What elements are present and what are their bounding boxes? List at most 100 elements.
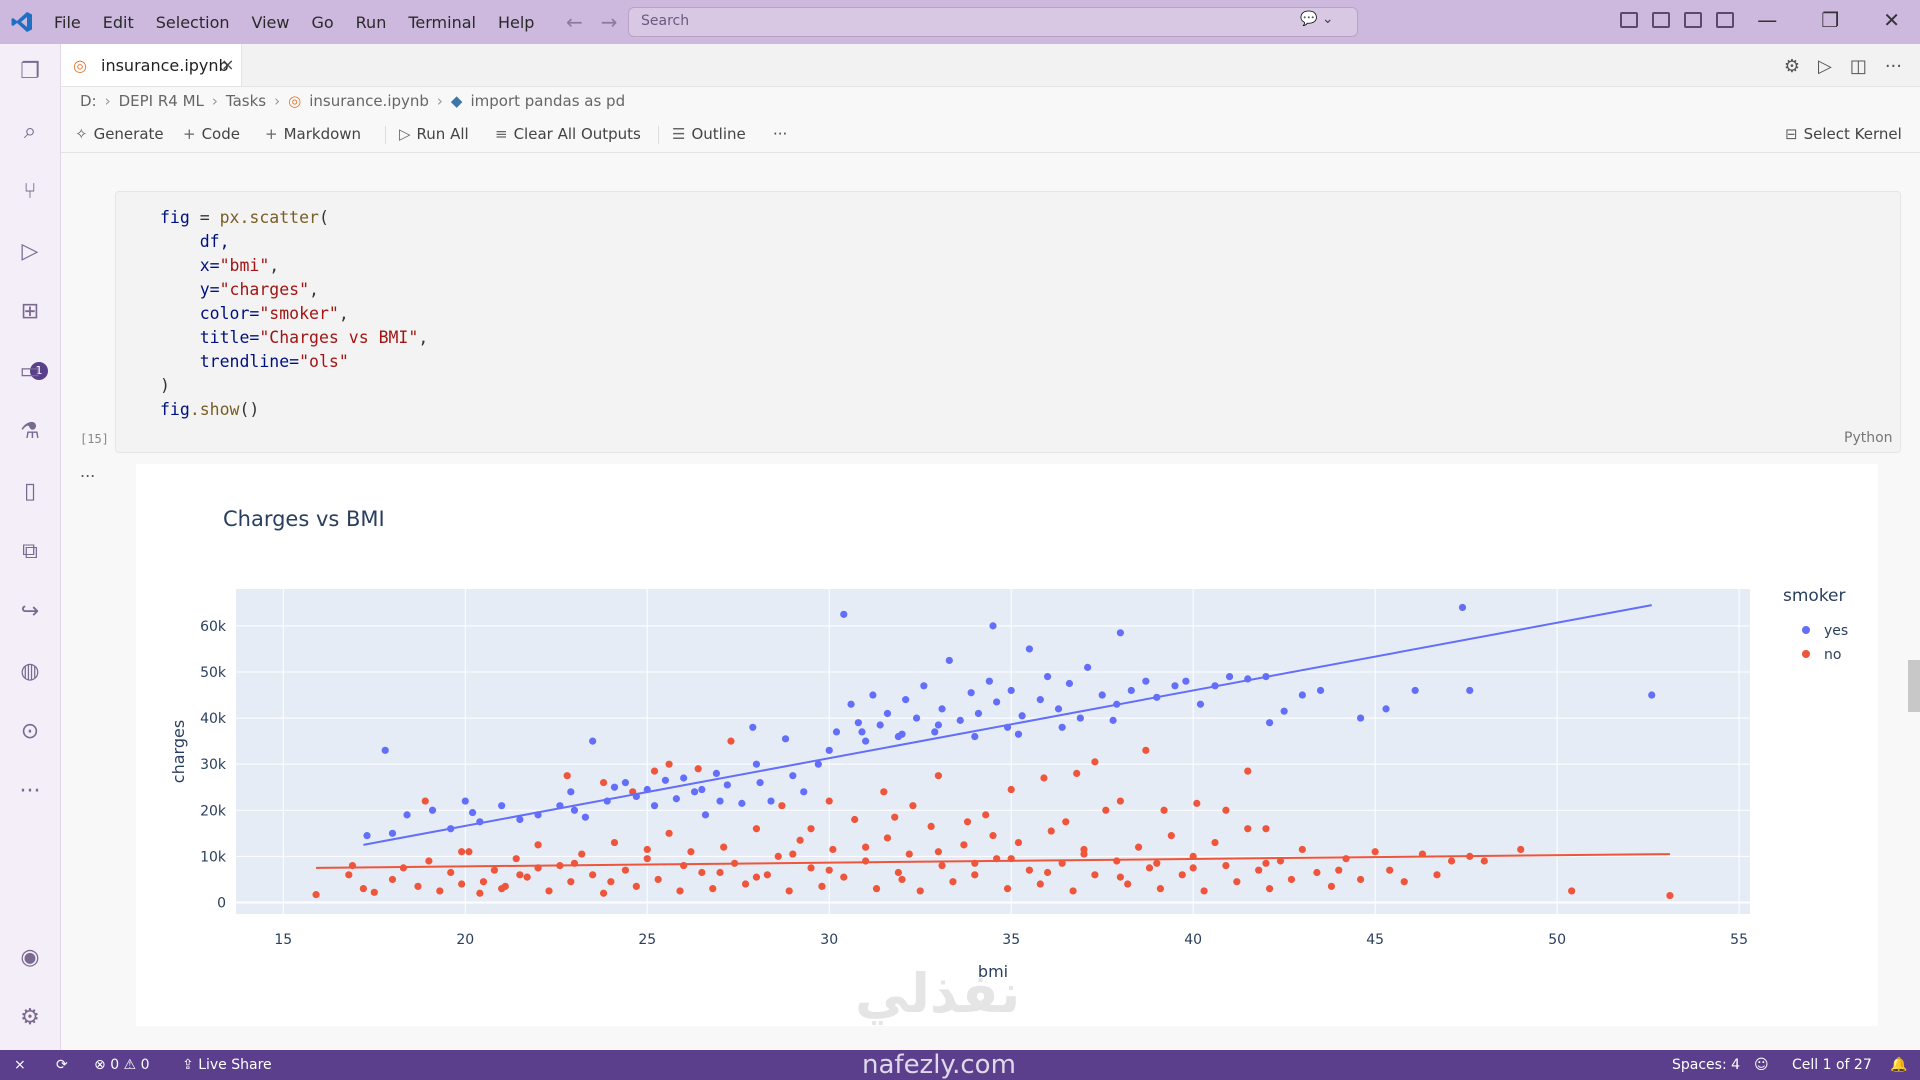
data-point-no[interactable] bbox=[1287, 875, 1296, 884]
menu-terminal[interactable]: Terminal bbox=[408, 12, 476, 32]
restore-icon[interactable]: ❐ bbox=[1821, 8, 1840, 32]
data-point-no[interactable] bbox=[359, 885, 367, 893]
data-point-no[interactable] bbox=[960, 841, 968, 849]
data-point-no[interactable] bbox=[589, 871, 597, 879]
data-point-no[interactable] bbox=[1091, 758, 1099, 766]
data-point-no[interactable] bbox=[741, 880, 750, 888]
data-point-yes[interactable] bbox=[1466, 686, 1474, 695]
back-arrow-icon[interactable]: ← bbox=[566, 10, 583, 34]
data-point-yes[interactable] bbox=[516, 815, 524, 824]
data-point-yes[interactable] bbox=[716, 797, 724, 805]
data-point-yes[interactable] bbox=[1356, 714, 1365, 722]
data-point-no[interactable] bbox=[498, 885, 506, 893]
sync-icon[interactable]: ⟳ bbox=[56, 1057, 68, 1073]
data-point-no[interactable] bbox=[465, 848, 473, 856]
toggle-primary-sidebar-icon[interactable] bbox=[1652, 12, 1670, 28]
data-point-yes[interactable] bbox=[1298, 691, 1306, 699]
data-point-yes[interactable] bbox=[854, 719, 862, 727]
data-point-yes[interactable] bbox=[756, 779, 764, 787]
command-center-search[interactable]: Search bbox=[628, 7, 1358, 37]
add-markdown-button[interactable]: + Markdown bbox=[265, 125, 362, 143]
settings-gear-icon[interactable]: ⚙ bbox=[20, 1005, 40, 1030]
data-point-yes[interactable] bbox=[1171, 682, 1179, 690]
data-point-no[interactable] bbox=[1142, 746, 1150, 754]
data-point-no[interactable] bbox=[1080, 850, 1088, 858]
breadcrumb-file[interactable]: insurance.ipynb bbox=[309, 92, 429, 110]
data-point-no[interactable] bbox=[1244, 825, 1252, 833]
data-point-yes[interactable] bbox=[814, 760, 822, 768]
data-point-no[interactable] bbox=[632, 882, 640, 890]
data-point-no[interactable] bbox=[1400, 878, 1408, 886]
data-point-no[interactable] bbox=[1124, 880, 1132, 888]
data-point-no[interactable] bbox=[680, 861, 688, 870]
data-point-no[interactable] bbox=[1433, 871, 1441, 879]
data-point-no[interactable] bbox=[567, 878, 575, 886]
data-point-no[interactable] bbox=[687, 848, 695, 856]
data-point-no[interactable] bbox=[421, 797, 429, 805]
data-point-yes[interactable] bbox=[1025, 645, 1033, 653]
data-point-yes[interactable] bbox=[862, 737, 870, 745]
data-point-no[interactable] bbox=[785, 887, 793, 895]
data-point-no[interactable] bbox=[807, 825, 815, 833]
data-point-no[interactable] bbox=[752, 873, 761, 881]
code-cell[interactable]: fig = px.scatter( df, x="bmi", y="charge… bbox=[115, 191, 1901, 453]
data-point-no[interactable] bbox=[898, 875, 906, 884]
data-point-yes[interactable] bbox=[920, 682, 928, 690]
data-point-no[interactable] bbox=[1480, 857, 1488, 865]
more-views-icon[interactable]: ··· bbox=[19, 779, 41, 804]
data-point-no[interactable] bbox=[1145, 864, 1154, 872]
data-point-no[interactable] bbox=[479, 878, 488, 886]
data-point-no[interactable] bbox=[578, 850, 586, 858]
data-point-yes[interactable] bbox=[876, 721, 884, 729]
data-point-no[interactable] bbox=[665, 760, 673, 768]
data-point-no[interactable] bbox=[1244, 767, 1252, 775]
live-share-status[interactable]: ⇪ Live Share bbox=[182, 1057, 272, 1073]
data-point-no[interactable] bbox=[1178, 871, 1186, 879]
data-point-no[interactable] bbox=[1265, 885, 1274, 893]
data-point-yes[interactable] bbox=[712, 769, 721, 777]
data-point-no[interactable] bbox=[1160, 806, 1168, 814]
menu-selection[interactable]: Selection bbox=[155, 12, 230, 32]
cell-language[interactable]: Python bbox=[1844, 430, 1893, 446]
add-code-button[interactable]: + Code bbox=[183, 125, 240, 143]
data-point-yes[interactable] bbox=[589, 737, 597, 745]
data-point-yes[interactable] bbox=[956, 716, 964, 724]
data-point-no[interactable] bbox=[516, 871, 524, 879]
toggle-panel-icon[interactable] bbox=[1684, 12, 1702, 28]
forward-arrow-icon[interactable]: → bbox=[600, 10, 618, 34]
data-point-no[interactable] bbox=[825, 866, 833, 874]
data-point-yes[interactable] bbox=[989, 622, 997, 630]
data-point-yes[interactable] bbox=[1648, 691, 1656, 699]
data-point-no[interactable] bbox=[934, 848, 943, 856]
data-point-yes[interactable] bbox=[428, 806, 437, 814]
data-point-no[interactable] bbox=[512, 855, 520, 863]
data-point-no[interactable] bbox=[763, 871, 771, 879]
data-point-yes[interactable] bbox=[789, 772, 797, 780]
data-point-yes[interactable] bbox=[1018, 712, 1026, 720]
data-point-no[interactable] bbox=[1211, 838, 1219, 847]
git-graph-icon[interactable]: ⊙ bbox=[20, 719, 40, 744]
data-point-no[interactable] bbox=[425, 857, 433, 865]
data-point-no[interactable] bbox=[1091, 871, 1099, 879]
data-point-no[interactable] bbox=[720, 843, 728, 851]
data-point-yes[interactable] bbox=[581, 813, 589, 821]
breadcrumb-cell[interactable]: import pandas as pd bbox=[470, 92, 626, 110]
data-point-yes[interactable] bbox=[1098, 691, 1106, 699]
data-point-no[interactable] bbox=[1313, 868, 1321, 877]
data-point-no[interactable] bbox=[490, 866, 498, 874]
data-point-no[interactable] bbox=[1262, 859, 1270, 867]
data-point-yes[interactable] bbox=[388, 829, 397, 837]
data-point-no[interactable] bbox=[909, 802, 917, 810]
data-point-no[interactable] bbox=[1371, 848, 1379, 856]
data-point-no[interactable] bbox=[1189, 864, 1197, 872]
data-point-no[interactable] bbox=[840, 873, 848, 881]
data-point-no[interactable] bbox=[971, 871, 979, 879]
data-point-no[interactable] bbox=[883, 834, 892, 842]
live-share-icon[interactable]: ↪ bbox=[20, 599, 40, 624]
data-point-yes[interactable] bbox=[672, 795, 680, 803]
data-point-no[interactable] bbox=[1134, 843, 1143, 851]
data-point-yes[interactable] bbox=[847, 700, 855, 708]
data-point-yes[interactable] bbox=[468, 808, 477, 817]
data-point-no[interactable] bbox=[807, 864, 815, 872]
data-point-yes[interactable] bbox=[1225, 672, 1234, 681]
